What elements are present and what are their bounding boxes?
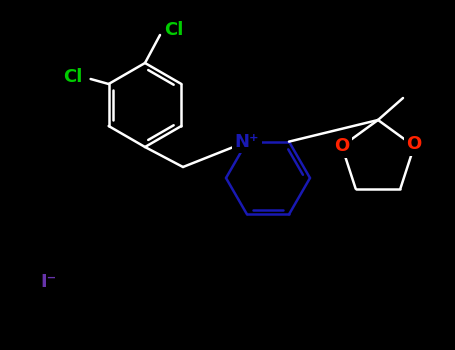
Text: Cl: Cl [63, 68, 82, 86]
Text: N⁺: N⁺ [235, 133, 259, 150]
Text: I⁻: I⁻ [40, 273, 56, 291]
Text: O: O [334, 137, 349, 155]
Text: Cl: Cl [164, 21, 184, 39]
Text: O: O [406, 135, 422, 153]
